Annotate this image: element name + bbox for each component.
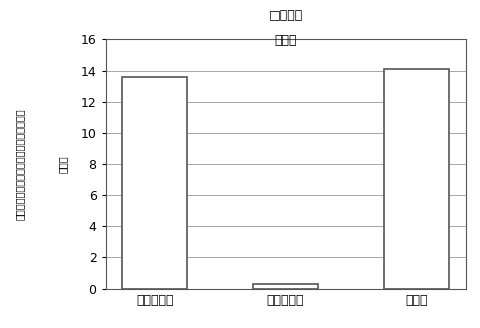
- Bar: [122, 77, 187, 289]
- Text: 着果数: 着果数: [58, 155, 67, 173]
- Bar: [253, 284, 318, 289]
- Bar: [384, 69, 449, 289]
- Text: （個）: （個）: [275, 34, 297, 47]
- Text: □着果数: □着果数: [268, 9, 303, 22]
- Text: （個／４月調査時の旧葉１００枚当たり）: （個／４月調査時の旧葉１００枚当たり）: [14, 108, 24, 220]
